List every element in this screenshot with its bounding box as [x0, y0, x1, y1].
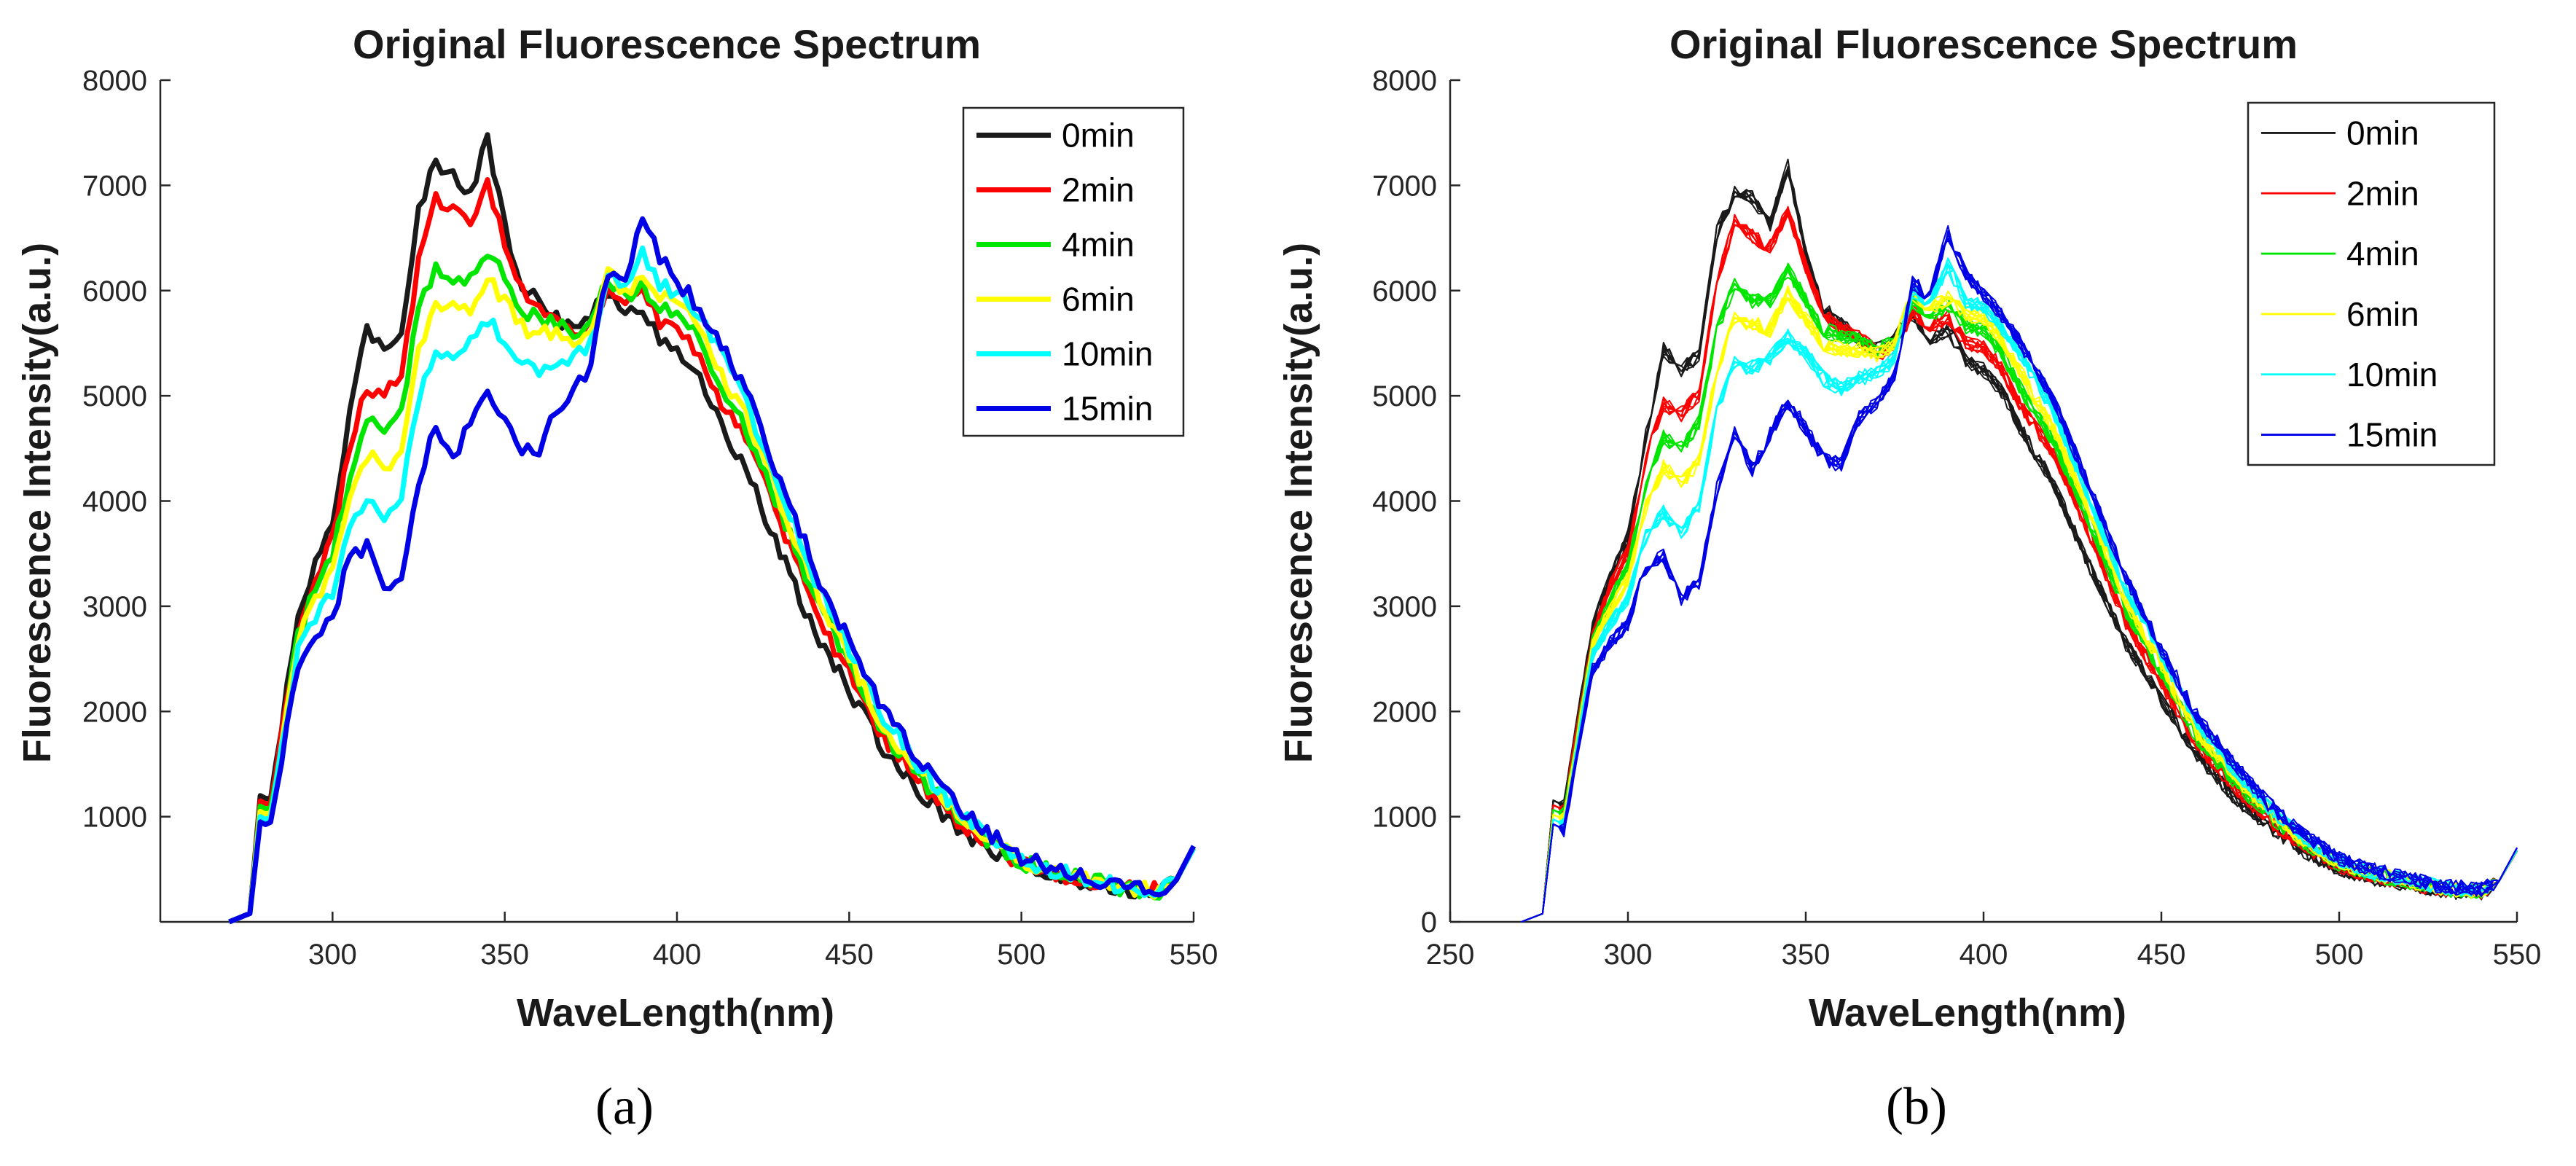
panel-a-legend-box	[962, 106, 1185, 437]
panel-b-legend-box	[2247, 101, 2496, 466]
panel-b-legend-label-0min: 0min	[2346, 114, 2419, 152]
panel-b-x-tick-label: 350	[1782, 939, 1831, 971]
panel-a-legend-label-4min: 4min	[1062, 226, 1135, 264]
panel-a-y-tick-label: 7000	[82, 170, 147, 202]
panel-b-x-tick-label: 400	[1960, 939, 2008, 971]
panel-a: Original Fluorescence Spectrum Fluoresce…	[15, 21, 1218, 1135]
panel-a-y-axis-label: Fluorescence Intensity(a.u.)	[15, 243, 59, 763]
panel-b-series-15min	[1521, 225, 2518, 923]
panel-a-title: Original Fluorescence Spectrum	[353, 21, 981, 67]
panel-b-y-tick-label: 1000	[1372, 802, 1437, 834]
panel-b-x-tick-label: 450	[2137, 939, 2186, 971]
panel-a-y-tick-label: 1000	[82, 802, 147, 834]
panel-a-axes: 300 350 400 450 500 550 1000 2000 3000 4000 5000 60…	[82, 65, 1218, 971]
panel-b-legend-label-2min: 2min	[2346, 174, 2419, 212]
panel-a-x-axis-label: WaveLength(nm)	[517, 991, 834, 1035]
panel-b-legend-label-6min: 6min	[2346, 295, 2419, 333]
panel-a-series-10min	[228, 245, 1197, 925]
panel-b-x-tick-label: 250	[1426, 939, 1475, 971]
panel-b-y-tick-label: 3000	[1372, 591, 1437, 623]
panel-b-series-lines	[1521, 158, 2518, 923]
panel-b-legend: 0min 2min 4min 6min 10min 15min	[2247, 101, 2496, 466]
panel-a-legend-label-2min: 2min	[1062, 171, 1135, 209]
panel-b-y-tick-label: 6000	[1372, 275, 1437, 308]
panel-b-x-tick-label: 500	[2315, 939, 2364, 971]
panel-b-legend-label-15min: 15min	[2346, 416, 2438, 454]
panel-a-x-tick-label: 350	[480, 939, 529, 971]
panel-a-y-tick-label: 2000	[82, 696, 147, 728]
panel-a-legend-label-15min: 15min	[1062, 390, 1153, 428]
panel-a-series-lines	[228, 132, 1197, 925]
panel-b-axes: 250 300 350 400 450 500 550 0 1000 2000 3000 4000 50…	[1372, 65, 2541, 971]
panel-b-y-tick-label: 5000	[1372, 380, 1437, 412]
panel-a-legend-label-0min: 0min	[1062, 117, 1135, 154]
panel-a-x-tick-label: 450	[825, 939, 874, 971]
panel-b-legend-label-10min: 10min	[2346, 356, 2438, 394]
panel-b: Original Fluorescence Spectrum Fluoresce…	[1277, 21, 2541, 1135]
panel-a-y-tick-label: 3000	[82, 591, 147, 623]
panel-b-y-tick-label: 7000	[1372, 170, 1437, 202]
panel-a-series-line-10min	[228, 245, 1197, 925]
panel-b-legend-label-4min: 4min	[2346, 235, 2419, 273]
panel-b-y-axis-label: Fluorescence Intensity(a.u.)	[1277, 243, 1320, 763]
panel-a-y-tick-label: 5000	[82, 380, 147, 412]
panel-a-x-tick-label: 400	[653, 939, 702, 971]
panel-a-x-tick-label: 300	[308, 939, 357, 971]
panel-b-y-tick-label: 0	[1421, 907, 1437, 939]
panel-b-series-line-15min	[1521, 233, 2518, 923]
panel-a-x-tick-label: 550	[1170, 939, 1218, 971]
panel-a-legend: 0min 2min 4min 6min 10min 15min	[962, 106, 1185, 437]
panel-b-x-tick-label: 300	[1604, 939, 1653, 971]
panel-b-y-tick-label: 4000	[1372, 486, 1437, 518]
panel-a-legend-label-10min: 10min	[1062, 335, 1153, 373]
panel-a-series-15min	[228, 216, 1197, 925]
panel-b-caption: (b)	[1886, 1077, 1947, 1135]
panel-a-series-line-15min	[228, 216, 1197, 925]
panel-a-y-tick-label: 6000	[82, 275, 147, 308]
panel-b-y-tick-label: 2000	[1372, 696, 1437, 728]
panel-b-x-axis-label: WaveLength(nm)	[1809, 991, 2126, 1035]
panel-a-caption: (a)	[595, 1077, 654, 1135]
panel-a-x-tick-label: 500	[997, 939, 1046, 971]
panel-b-x-tick-label: 550	[2493, 939, 2542, 971]
panel-a-y-tick-label: 8000	[82, 65, 147, 97]
panel-b-y-tick-label: 8000	[1372, 65, 1437, 97]
panel-b-title: Original Fluorescence Spectrum	[1669, 21, 2298, 67]
panel-a-y-tick-label: 4000	[82, 486, 147, 518]
panel-a-legend-label-6min: 6min	[1062, 281, 1135, 318]
